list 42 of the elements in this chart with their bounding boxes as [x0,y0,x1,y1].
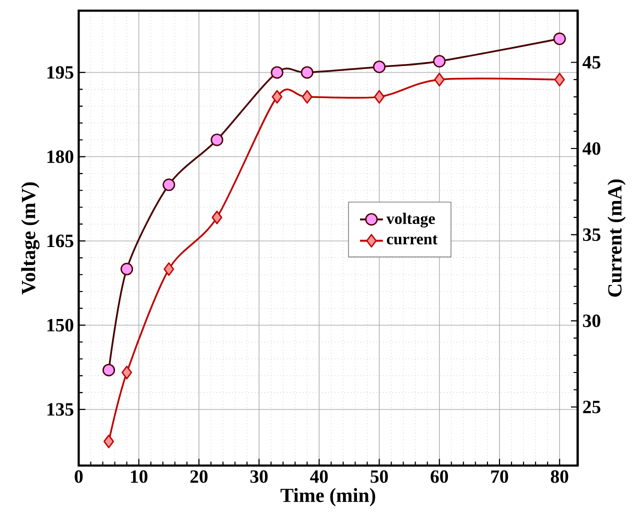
x-axis-title: Time (min) [280,488,376,506]
point [270,66,284,79]
point [300,66,314,79]
x-tick-label: 60 [430,470,448,483]
x-tick-label: 30 [250,470,268,483]
x-tick-label: 40 [310,470,328,483]
legend-label: voltage [386,212,435,228]
y-tick-label: 195 [47,66,74,79]
y2-tick-label: 30 [583,314,600,328]
x-tick-label: 20 [190,470,208,483]
point [210,134,224,146]
point [434,72,445,86]
y2-tick-label: 25 [583,400,600,414]
y2-axis-title: Current (mA) [608,180,626,297]
point [120,262,134,276]
y-tick-label: 165 [47,234,74,248]
y2-tick-label: 40 [582,142,600,155]
legend-label: current [386,235,438,244]
point [164,262,174,276]
x-tick-label: 0 [74,470,83,483]
point [212,210,222,224]
point [372,60,386,74]
point [102,364,116,376]
x-tick-label: 50 [370,470,388,483]
point [433,54,446,68]
x-tick-label: 70 [491,470,508,483]
point [103,434,114,448]
point [302,90,312,104]
y-tick-label: 180 [47,150,74,164]
y2-tick-label: 35 [583,228,600,241]
x-tick-label: 10 [130,470,148,483]
point [272,90,282,104]
y-tick-label: 150 [47,318,74,332]
point [554,72,565,86]
point [374,90,385,104]
point [162,178,176,192]
y-tick-label: 135 [47,403,74,416]
y-axis-title: Voltage (mV) [21,182,40,295]
point [553,32,566,46]
x-tick-label: 80 [550,470,568,483]
y2-tick-label: 45 [582,56,600,69]
point [122,366,132,380]
